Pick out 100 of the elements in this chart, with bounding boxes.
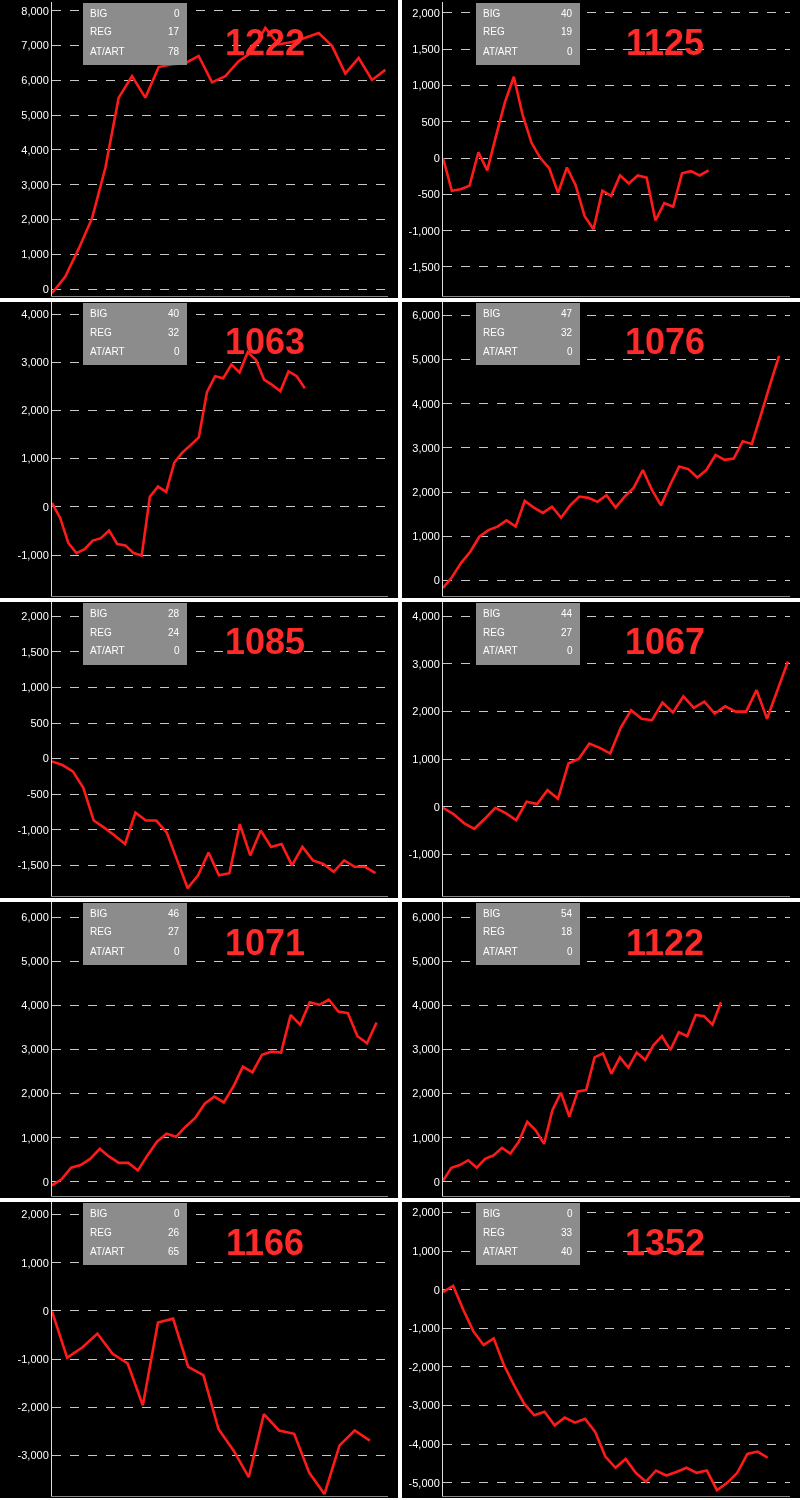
y-tick-label: 0 bbox=[42, 1175, 49, 1188]
text: 1071 bbox=[225, 922, 306, 963]
y-tick-label: 1,000 bbox=[21, 681, 49, 694]
annotation: 0 bbox=[567, 46, 573, 57]
annotation: REG bbox=[90, 1227, 112, 1238]
y-tick-label: 2,000 bbox=[21, 1087, 49, 1100]
annotation: 0 bbox=[174, 1208, 180, 1219]
annotation: AT/ART bbox=[483, 46, 518, 57]
annotation: 0 bbox=[567, 346, 573, 357]
y-tick-label: 4,000 bbox=[412, 999, 440, 1012]
annotation: 78 bbox=[168, 46, 180, 57]
y-tick-label: -3,000 bbox=[17, 1449, 49, 1462]
line-series bbox=[52, 760, 377, 890]
annotation: AT/ART bbox=[90, 1246, 125, 1257]
annotation: REG bbox=[90, 627, 112, 638]
annotation: BIG bbox=[90, 8, 108, 19]
line-series bbox=[443, 1000, 723, 1182]
y-tick-label: -1,000 bbox=[17, 548, 49, 561]
annotation: AT/ART bbox=[90, 645, 125, 656]
annotation: REG bbox=[483, 26, 505, 37]
text: 1352 bbox=[625, 1222, 706, 1263]
annotation: 17 bbox=[168, 26, 180, 37]
annotation: 24 bbox=[168, 627, 180, 638]
y-tick-label: 5,000 bbox=[412, 353, 440, 366]
y-tick-label: 5,000 bbox=[21, 108, 49, 121]
y-tick-label: -1,000 bbox=[17, 823, 49, 836]
annotation: 32 bbox=[561, 327, 573, 338]
annotation: BIG bbox=[483, 608, 501, 619]
y-tick-label: 500 bbox=[30, 716, 49, 729]
y-tick-label: 0 bbox=[433, 151, 440, 164]
y-tick-label: -1,500 bbox=[408, 260, 440, 273]
y-tick-label: 2,000 bbox=[412, 1206, 440, 1219]
annotation: AT/ART bbox=[483, 346, 518, 357]
annotation: 46 bbox=[168, 908, 180, 919]
annotation: 47 bbox=[561, 308, 573, 319]
annotation: REG bbox=[90, 26, 112, 37]
y-tick-label: 6,000 bbox=[412, 309, 440, 322]
y-tick-label: -2,000 bbox=[408, 1360, 440, 1373]
y-tick-label: 0 bbox=[42, 752, 49, 765]
y-tick-label: 2,000 bbox=[412, 1087, 440, 1100]
annotation: BIG bbox=[483, 908, 501, 919]
annotation: 0 bbox=[174, 645, 180, 656]
y-tick-label: -1,000 bbox=[408, 848, 440, 861]
y-tick-label: 1,000 bbox=[412, 79, 440, 92]
y-tick-label: 0 bbox=[433, 1283, 440, 1296]
annotation: 40 bbox=[561, 8, 573, 19]
y-tick-label: 3,000 bbox=[21, 178, 49, 191]
y-tick-label: 1,000 bbox=[412, 753, 440, 766]
annotation: BIG bbox=[90, 1208, 108, 1219]
line-series bbox=[443, 1284, 769, 1492]
annotation: AT/ART bbox=[483, 946, 518, 957]
line-series bbox=[443, 354, 781, 590]
annotation: 27 bbox=[561, 627, 573, 638]
annotation: 54 bbox=[561, 908, 573, 919]
annotation: 0 bbox=[567, 645, 573, 656]
text: 1067 bbox=[625, 621, 706, 662]
y-tick-label: 6,000 bbox=[412, 910, 440, 923]
text: 1063 bbox=[225, 321, 306, 362]
y-tick-label: 0 bbox=[433, 1175, 440, 1188]
y-tick-label: 3,000 bbox=[412, 441, 440, 454]
y-tick-label: -4,000 bbox=[408, 1438, 440, 1451]
annotation: 26 bbox=[168, 1227, 180, 1238]
annotation: REG bbox=[483, 327, 505, 338]
y-tick-label: 2,000 bbox=[412, 6, 440, 19]
text: 1125 bbox=[626, 22, 705, 63]
annotation: 0 bbox=[567, 946, 573, 957]
annotation: 27 bbox=[168, 926, 180, 937]
annotation: AT/ART bbox=[90, 46, 125, 57]
y-tick-label: 2,000 bbox=[412, 485, 440, 498]
annotation: BIG bbox=[483, 308, 501, 319]
y-tick-label: 2,000 bbox=[412, 705, 440, 718]
y-tick-label: -1,000 bbox=[408, 1322, 440, 1335]
annotation: 65 bbox=[168, 1246, 180, 1257]
y-tick-label: 2,000 bbox=[21, 404, 49, 417]
y-tick-label: 4,000 bbox=[21, 307, 49, 320]
y-tick-label: 7,000 bbox=[21, 39, 49, 52]
y-tick-label: 4,000 bbox=[21, 143, 49, 156]
annotation: 40 bbox=[168, 308, 180, 319]
annotation: 28 bbox=[168, 608, 180, 619]
y-tick-label: 500 bbox=[421, 115, 440, 128]
annotation: REG bbox=[483, 1227, 505, 1238]
y-tick-label: 1,000 bbox=[412, 1244, 440, 1257]
line-series bbox=[52, 26, 387, 295]
y-tick-label: 6,000 bbox=[21, 74, 49, 87]
annotation: 18 bbox=[561, 926, 573, 937]
text: 1076 bbox=[625, 321, 706, 362]
y-tick-label: -5,000 bbox=[408, 1476, 440, 1489]
annotation: AT/ART bbox=[483, 1246, 518, 1257]
annotation: 44 bbox=[561, 608, 573, 619]
annotation: REG bbox=[483, 627, 505, 638]
annotation: REG bbox=[90, 327, 112, 338]
annotation: BIG bbox=[90, 308, 108, 319]
y-tick-label: 3,000 bbox=[21, 1043, 49, 1056]
annotation: BIG bbox=[483, 1208, 501, 1219]
y-tick-label: -2,000 bbox=[17, 1401, 49, 1414]
y-tick-label: 4,000 bbox=[412, 397, 440, 410]
line-series bbox=[443, 660, 790, 831]
y-tick-label: -1,000 bbox=[17, 1352, 49, 1365]
annotation: 40 bbox=[561, 1246, 573, 1257]
annotation: 19 bbox=[561, 26, 573, 37]
